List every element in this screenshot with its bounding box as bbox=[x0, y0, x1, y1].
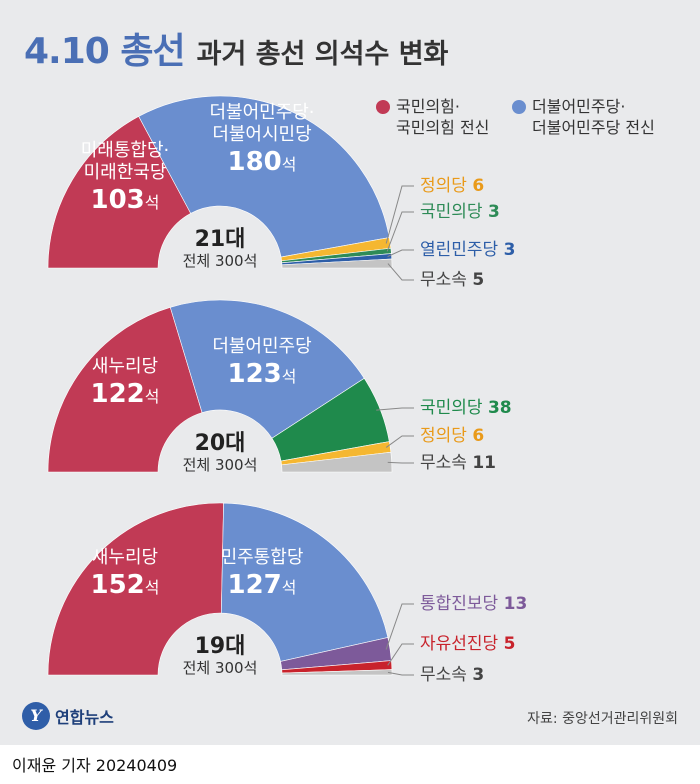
callout-label-열린민주당: 열린민주당 3 bbox=[420, 240, 515, 260]
seat-slice-무소속 bbox=[281, 258, 393, 269]
callout-label-통합진보당: 통합진보당 13 bbox=[420, 594, 527, 614]
seat-slice-무소속 bbox=[281, 451, 393, 473]
slice-label-더불어민주당-더불어시민당-1: 더불어시민당 bbox=[212, 124, 311, 145]
chart-total-21대: 전체 300석 bbox=[183, 252, 258, 270]
legend-dot-ppp bbox=[376, 100, 390, 114]
legend-label-ppp-line2: 국민의힘 전신 bbox=[396, 118, 490, 137]
seat-slice-더불어민주당-더불어시민당 bbox=[138, 95, 390, 258]
callout-label-국민의당: 국민의당 3 bbox=[420, 202, 500, 222]
callout-line-통합진보당 bbox=[385, 603, 414, 650]
seat-slice-민주통합당 bbox=[220, 502, 389, 662]
slice-label-더불어민주당-더불어시민당-0: 더불어민주당· bbox=[209, 102, 314, 123]
slice-label-민주통합당-0: 민주통합당 bbox=[221, 547, 304, 568]
callout-label-국민의당: 국민의당 38 bbox=[420, 398, 512, 418]
seat-slice-무소속 bbox=[281, 669, 393, 676]
yonhap-logo-text: 연합뉴스 bbox=[55, 708, 114, 727]
slice-label-미래통합당-미래한국당-1: 미래한국당 bbox=[84, 162, 167, 183]
header: 4.10 총선 과거 총선 의석수 변화 bbox=[24, 22, 448, 74]
slice-label-더불어민주당-0: 더불어민주당 bbox=[212, 336, 311, 357]
yonhap-logo-icon: Y bbox=[22, 702, 50, 730]
slice-value-민주통합당: 127석 bbox=[227, 570, 296, 600]
header-main-title: 4.10 총선 bbox=[24, 31, 186, 72]
chart-total-20대: 전체 300석 bbox=[183, 456, 258, 474]
callout-line-정의당 bbox=[385, 185, 414, 244]
callout-label-무소속: 무소속 11 bbox=[420, 453, 496, 473]
callout-line-무소속 bbox=[387, 263, 414, 281]
callout-line-국민의당 bbox=[386, 211, 414, 252]
callout-label-무소속: 무소속 5 bbox=[420, 270, 484, 290]
callout-label-자유선진당: 자유선진당 5 bbox=[420, 634, 515, 654]
legend-label-ppp-line1: 국민의힘· bbox=[396, 97, 460, 116]
slice-label-미래통합당-미래한국당-0: 미래통합당· bbox=[81, 140, 170, 161]
seat-slice-새누리당 bbox=[47, 502, 224, 676]
slice-value-새누리당: 152석 bbox=[90, 570, 159, 600]
slice-label-새누리당-0: 새누리당 bbox=[92, 356, 158, 377]
chart-title-19대: 19대 bbox=[195, 634, 246, 659]
chart-title-21대: 21대 bbox=[195, 227, 246, 252]
chart-total-19대: 전체 300석 bbox=[183, 659, 258, 677]
chart-title-20대: 20대 bbox=[195, 431, 246, 456]
callout-line-자유선진당 bbox=[387, 643, 414, 666]
header-subtitle: 과거 총선 의석수 변화 bbox=[196, 39, 449, 70]
callout-label-정의당: 정의당 6 bbox=[420, 426, 484, 446]
slice-value-더불어민주당: 123석 bbox=[227, 359, 296, 389]
callout-label-정의당: 정의당 6 bbox=[420, 176, 484, 196]
seat-slice-미래통합당-미래한국당 bbox=[47, 116, 192, 269]
callout-line-정의당 bbox=[385, 435, 414, 448]
slice-value-새누리당: 122석 bbox=[90, 379, 159, 409]
seat-slice-더불어민주당 bbox=[169, 299, 365, 439]
legend-label-dp-line2: 더불어민주당 전신 bbox=[532, 118, 655, 137]
seat-slice-새누리당 bbox=[47, 306, 203, 473]
yonhap-logo: Y 연합뉴스 bbox=[22, 702, 114, 730]
slice-label-새누리당-0: 새누리당 bbox=[92, 547, 158, 568]
slice-value-더불어민주당-더불어시민당: 180석 bbox=[227, 147, 296, 177]
legend-label-dp-line1: 더불어민주당· bbox=[532, 97, 626, 116]
callout-line-열린민주당 bbox=[387, 249, 414, 258]
callout-label-무소속: 무소속 3 bbox=[420, 665, 484, 685]
callout-line-국민의당 bbox=[376, 407, 414, 411]
slice-value-미래통합당-미래한국당: 103석 bbox=[90, 185, 159, 215]
legend-dot-dp bbox=[512, 100, 526, 114]
callout-line-무소속 bbox=[387, 671, 414, 676]
source-note: 자료: 중앙선거관리위원회 bbox=[527, 711, 678, 727]
reporter-credit: 이재윤 기자 20240409 bbox=[12, 756, 178, 775]
callout-line-무소속 bbox=[387, 461, 414, 464]
